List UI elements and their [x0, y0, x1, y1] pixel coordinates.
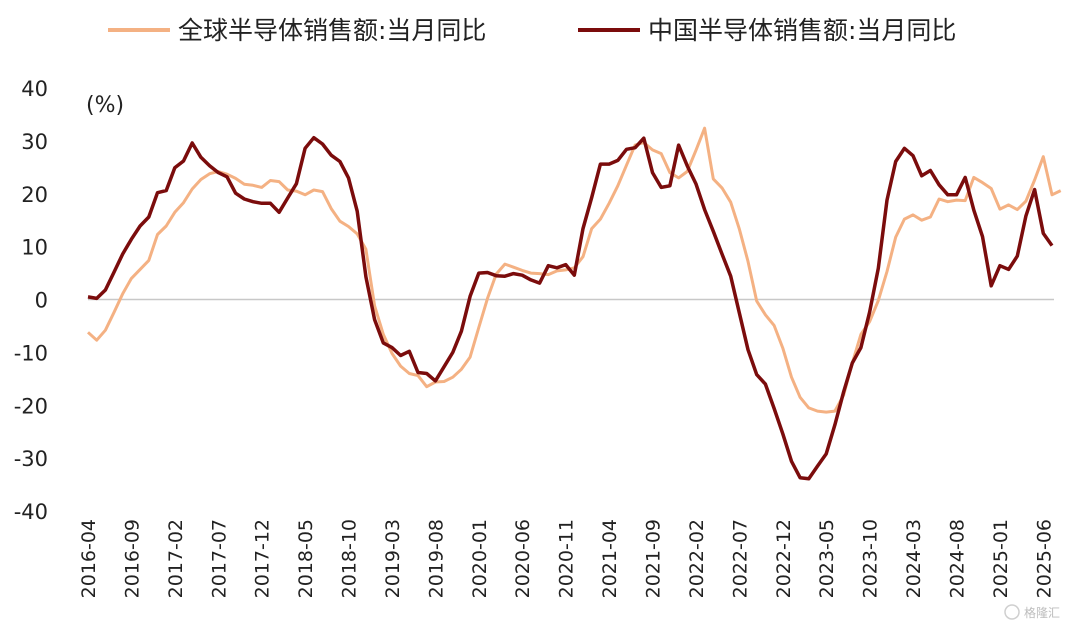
- x-tick-label: 2021-04: [599, 519, 621, 598]
- x-tick-label: 2020-01: [469, 519, 491, 598]
- y-tick-label: 30: [21, 130, 48, 154]
- watermark: 格隆汇: [1004, 604, 1060, 620]
- y-tick-label: -40: [14, 500, 48, 524]
- x-tick-label: 2022-02: [686, 519, 708, 598]
- y-axis-ticks: 40 30 20 10 0 -10 -20 -30 -40: [14, 77, 48, 524]
- x-tick-label: 2022-07: [729, 519, 751, 598]
- x-tick-label: 2020-11: [556, 519, 578, 598]
- y-tick-label: 20: [21, 183, 48, 207]
- x-tick-label: 2017-12: [252, 519, 274, 598]
- x-tick-label: 2025-01: [990, 519, 1012, 598]
- y-tick-label: 10: [21, 236, 48, 260]
- x-tick-label: 2021-09: [643, 519, 665, 598]
- watermark-text: 格隆汇: [1024, 605, 1060, 620]
- y-tick-label: 40: [21, 77, 48, 101]
- x-tick-label: 2016-04: [78, 519, 100, 598]
- legend-label-global: 全球半导体销售额:当月同比: [178, 16, 486, 45]
- x-tick-label: 2016-09: [121, 519, 143, 598]
- y-tick-label: 0: [35, 289, 48, 313]
- y-tick-label: -30: [14, 447, 48, 471]
- legend-label-china: 中国半导体销售额:当月同比: [648, 16, 956, 45]
- x-tick-label: 2017-07: [208, 519, 230, 598]
- series-line-china: [87, 135, 1054, 481]
- x-tick-label: 2024-03: [903, 519, 925, 598]
- unit-label: (%): [86, 93, 124, 118]
- x-tick-label: 2025-06: [1033, 519, 1055, 598]
- x-tick-label: 2017-02: [165, 519, 187, 598]
- y-tick-label: -10: [14, 341, 48, 365]
- x-tick-label: 2023-10: [860, 519, 882, 598]
- x-tick-label: 2019-08: [425, 519, 447, 598]
- x-tick-label: 2022-12: [773, 519, 795, 598]
- x-tick-label: 2024-08: [946, 519, 968, 598]
- y-tick-label: -20: [14, 394, 48, 418]
- x-tick-label: 2019-03: [382, 519, 404, 598]
- x-tick-label: 2018-05: [295, 519, 317, 598]
- legend: 全球半导体销售额:当月同比 中国半导体销售额:当月同比: [108, 16, 956, 45]
- x-tick-label: 2018-10: [339, 519, 361, 598]
- x-axis-ticks: 2016-04 2016-09 2017-02 2017-07 2017-12 2018-…: [78, 519, 1055, 598]
- x-tick-label: 2020-06: [512, 519, 534, 598]
- x-tick-label: 2023-05: [816, 519, 838, 598]
